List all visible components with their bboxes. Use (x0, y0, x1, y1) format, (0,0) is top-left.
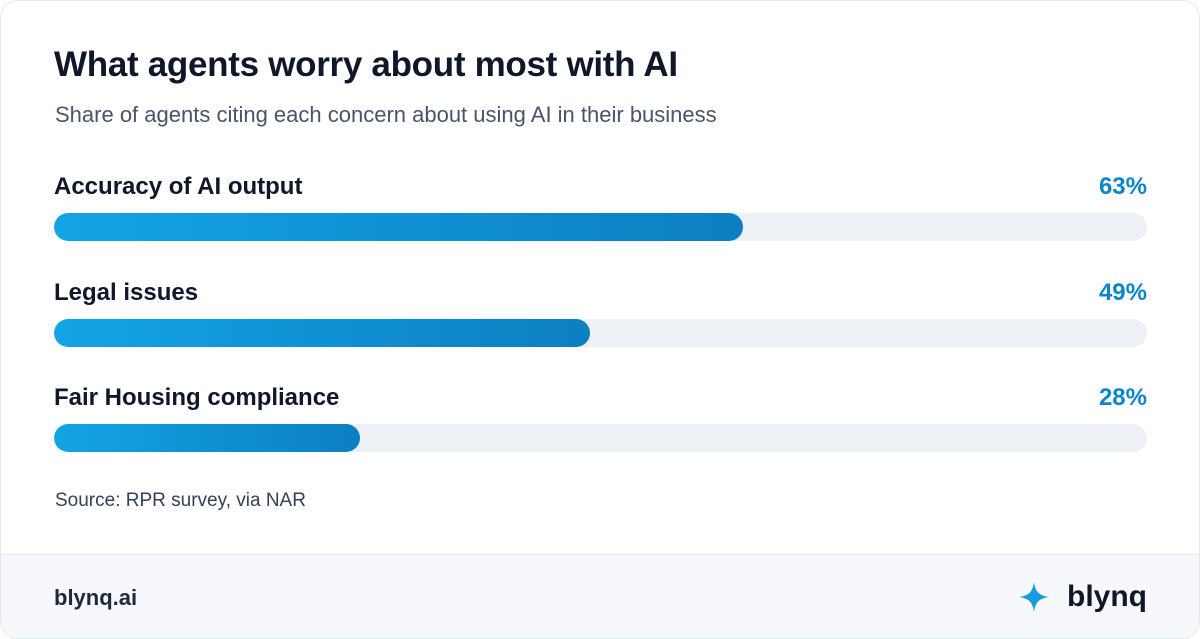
bar-label: Legal issues (54, 279, 199, 306)
bar-value-label: 63% (1098, 173, 1147, 200)
bar (54, 424, 361, 452)
bar-value-label: 49% (1098, 279, 1147, 306)
chart-title: What agents worry about most with AI (54, 45, 678, 84)
chart-subtitle: Share of agents citing each concern abou… (55, 102, 717, 127)
bar-value-label: 28% (1098, 384, 1147, 411)
bar-label: Accuracy of AI output (54, 173, 303, 200)
bar-track (54, 319, 1147, 347)
footer: blynq.ai blynq (1, 554, 1199, 638)
bar-row: Legal issues 49% (54, 279, 1147, 369)
bar-label: Fair Housing compliance (54, 384, 340, 411)
bar (54, 213, 743, 241)
source-note: Source: RPR survey, via NAR (55, 490, 306, 511)
footer-url[interactable]: blynq.ai (54, 585, 138, 610)
bar (54, 319, 590, 347)
bar-row: Fair Housing compliance 28% (54, 384, 1147, 474)
bar-track (54, 424, 1147, 452)
bar-track (54, 213, 1147, 241)
brand-name: blynq (1067, 580, 1147, 613)
sparkle-icon (1019, 582, 1049, 612)
bar-row: Accuracy of AI output 63% (54, 173, 1147, 263)
